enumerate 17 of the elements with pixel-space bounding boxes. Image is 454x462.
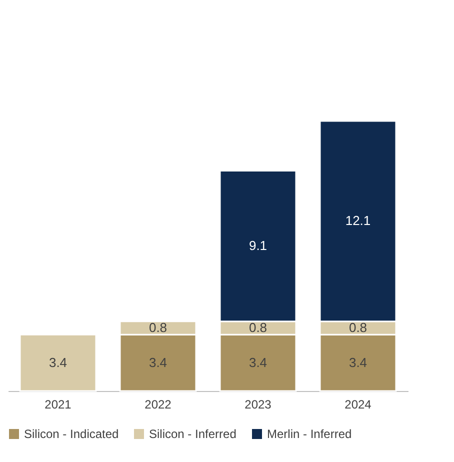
bar [19, 334, 97, 392]
legend-label: Silicon - Inferred [149, 427, 236, 441]
data-label: 3.4 [148, 354, 168, 370]
legend-label: Merlin - Inferred [267, 427, 352, 441]
data-label: 0.8 [248, 320, 268, 336]
x-tick-label: 2022 [144, 398, 172, 412]
data-label: 3.4 [48, 354, 68, 370]
data-label: 3.4 [248, 354, 268, 370]
data-label: 12.1 [345, 213, 371, 228]
data-label: 3.4 [348, 354, 368, 370]
data-label: 0.8 [148, 320, 168, 336]
legend-label: Silicon - Indicated [24, 427, 119, 441]
x-tick-label: 2023 [244, 398, 272, 412]
data-label: 9.1 [248, 238, 268, 254]
x-tick-label: 2021 [44, 398, 72, 412]
data-label: 0.8 [348, 320, 368, 336]
x-tick-label: 2024 [344, 398, 372, 412]
